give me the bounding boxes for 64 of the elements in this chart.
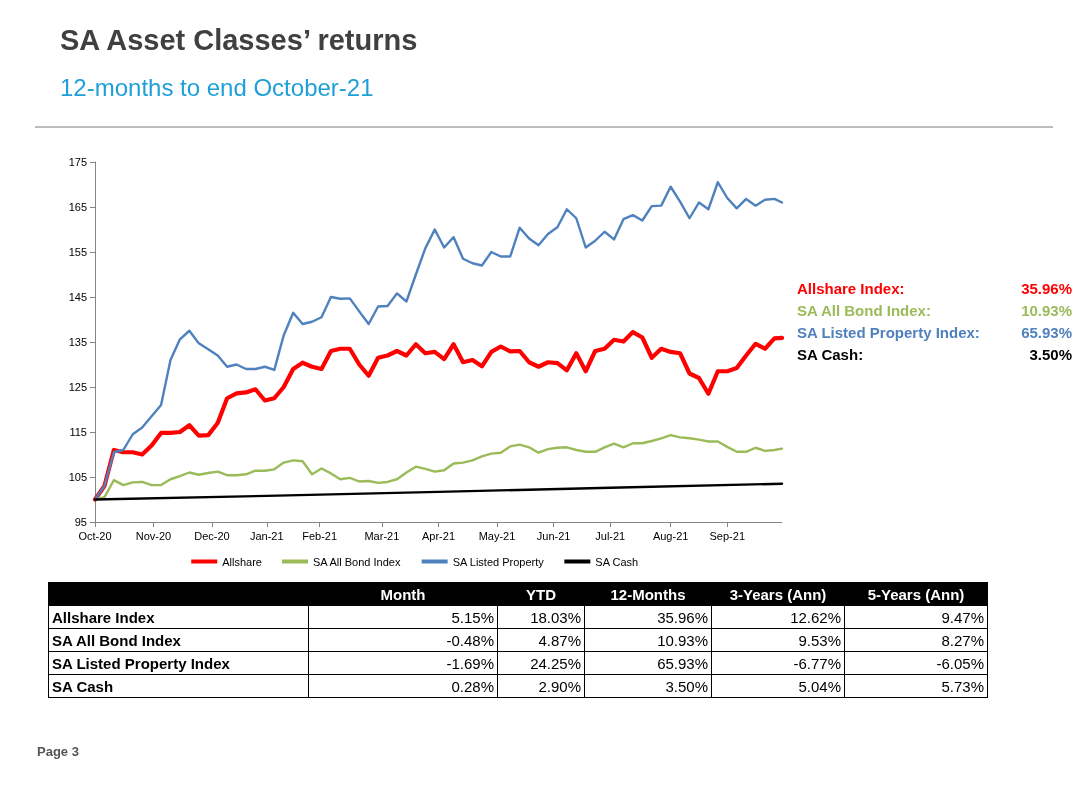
- x-tick-label: Jul-21: [595, 529, 626, 542]
- y-tick-label: 175: [68, 156, 87, 168]
- text: 24.25%: [530, 654, 581, 672]
- category-label: 5-Years (Ann): [844, 582, 988, 606]
- legend-label: SA All Bond Index: [312, 555, 401, 568]
- legend-label: SA Listed Property: [452, 555, 545, 568]
- text: 4.87%: [538, 631, 581, 649]
- text: 5.15%: [451, 608, 494, 626]
- y-tick-label: 115: [69, 426, 87, 438]
- y-tick-label: 155: [68, 246, 87, 258]
- text: 5.73%: [941, 677, 984, 695]
- line-series: [93, 181, 784, 501]
- legend-label: Allshare: [222, 555, 262, 568]
- text: SA All Bond Index: 10.93%: [797, 302, 1072, 319]
- y-tick-label: 125: [68, 381, 87, 393]
- category-label: Month: [308, 582, 498, 606]
- x-tick-label: Jan-21: [249, 529, 284, 542]
- text: 3.50%: [665, 677, 708, 695]
- category-label: 12-Months: [584, 582, 712, 606]
- y-tick-label: 105: [68, 471, 87, 483]
- chart-title: SA Asset Classes’ returns: [60, 24, 418, 57]
- x-tick-label: Apr-21: [421, 529, 456, 542]
- x-tick-label: Oct-20: [78, 529, 112, 542]
- text: 35.96%: [657, 608, 708, 626]
- text: -6.77%: [793, 654, 841, 672]
- y-tick-label: 95: [74, 516, 87, 528]
- y-tick-label: 135: [68, 336, 87, 348]
- text: 65.93%: [657, 654, 708, 672]
- text: Allshare Index: 35.96%: [797, 280, 1072, 297]
- text: -0.48%: [446, 631, 494, 649]
- text: SA Listed Property Index: 65.93%: [797, 324, 1072, 341]
- text: 10.93%: [657, 631, 708, 649]
- chart-subtitle: 12-months to end October-21: [60, 74, 374, 102]
- category-label: SA Cash: [52, 677, 114, 695]
- x-tick-label: Aug-21: [652, 529, 689, 542]
- text: 18.03%: [530, 608, 581, 626]
- x-tick-label: Mar-21: [364, 529, 400, 542]
- x-tick-label: Nov-20: [135, 529, 172, 542]
- x-tick-label: Feb-21: [302, 529, 338, 542]
- text: Page 3: [37, 744, 79, 759]
- x-tick-label: Jun-21: [536, 529, 571, 542]
- legend-label: SA Cash: [595, 555, 639, 568]
- text: 9.47%: [941, 608, 984, 626]
- x-tick-label: May-21: [478, 529, 516, 542]
- category-label: SA All Bond Index: [52, 631, 181, 649]
- text: 2.90%: [538, 677, 581, 695]
- line-series: [93, 482, 784, 501]
- x-tick-label: Sep-21: [709, 529, 746, 542]
- category-label: 3-Years (Ann): [711, 582, 845, 606]
- y-tick-label: 145: [68, 291, 87, 303]
- text: 9.53%: [798, 631, 841, 649]
- y-tick-label: 165: [68, 201, 87, 213]
- category-label: YTD: [497, 582, 585, 606]
- text: -1.69%: [446, 654, 494, 672]
- text: 12.62%: [790, 608, 841, 626]
- text: SA Cash: 3.50%: [797, 346, 1072, 363]
- category-label: Allshare Index: [52, 608, 155, 626]
- text: 5.04%: [798, 677, 841, 695]
- line-series: [92, 330, 785, 502]
- category-label: SA Listed Property Index: [52, 654, 230, 672]
- x-tick-label: Dec-20: [194, 529, 230, 542]
- text: -6.05%: [936, 654, 984, 672]
- text: 0.28%: [451, 677, 494, 695]
- text: 8.27%: [941, 631, 984, 649]
